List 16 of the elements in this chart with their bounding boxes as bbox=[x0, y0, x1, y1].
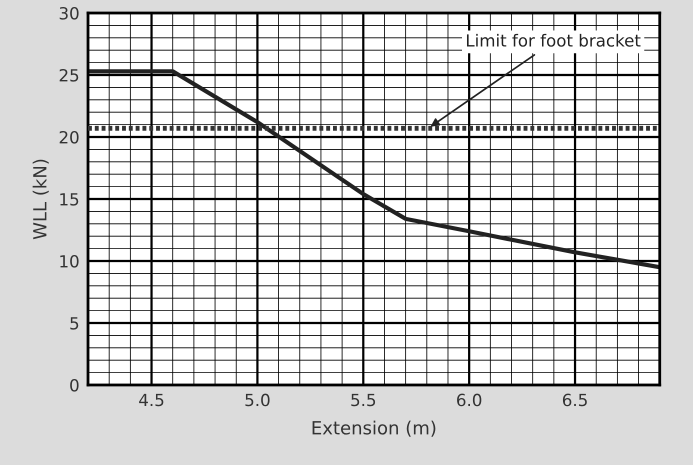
x-tick-label: 5.0 bbox=[245, 394, 270, 406]
y-tick-label: 25 bbox=[60, 68, 78, 82]
y-axis-title: WLL (kN) bbox=[32, 160, 49, 240]
y-tick-label: 10 bbox=[60, 254, 79, 268]
line-series bbox=[88, 69, 660, 270]
x-tick-label: 4.5 bbox=[139, 394, 164, 406]
y-tick-label: 15 bbox=[60, 193, 78, 206]
x-tick-label: 6.0 bbox=[457, 394, 482, 406]
y-tick-label: 5 bbox=[70, 317, 78, 330]
ref-line-label: Limit for foot bracket bbox=[466, 34, 641, 47]
y-tick-label: 20 bbox=[60, 130, 79, 144]
y-tick-label: 30 bbox=[60, 6, 79, 20]
y-tick-label: 0 bbox=[70, 378, 79, 392]
x-tick-label: 6.5 bbox=[562, 394, 587, 406]
x-tick-label: 5.5 bbox=[351, 394, 376, 406]
x-axis-title: Extension (m) bbox=[312, 420, 436, 437]
